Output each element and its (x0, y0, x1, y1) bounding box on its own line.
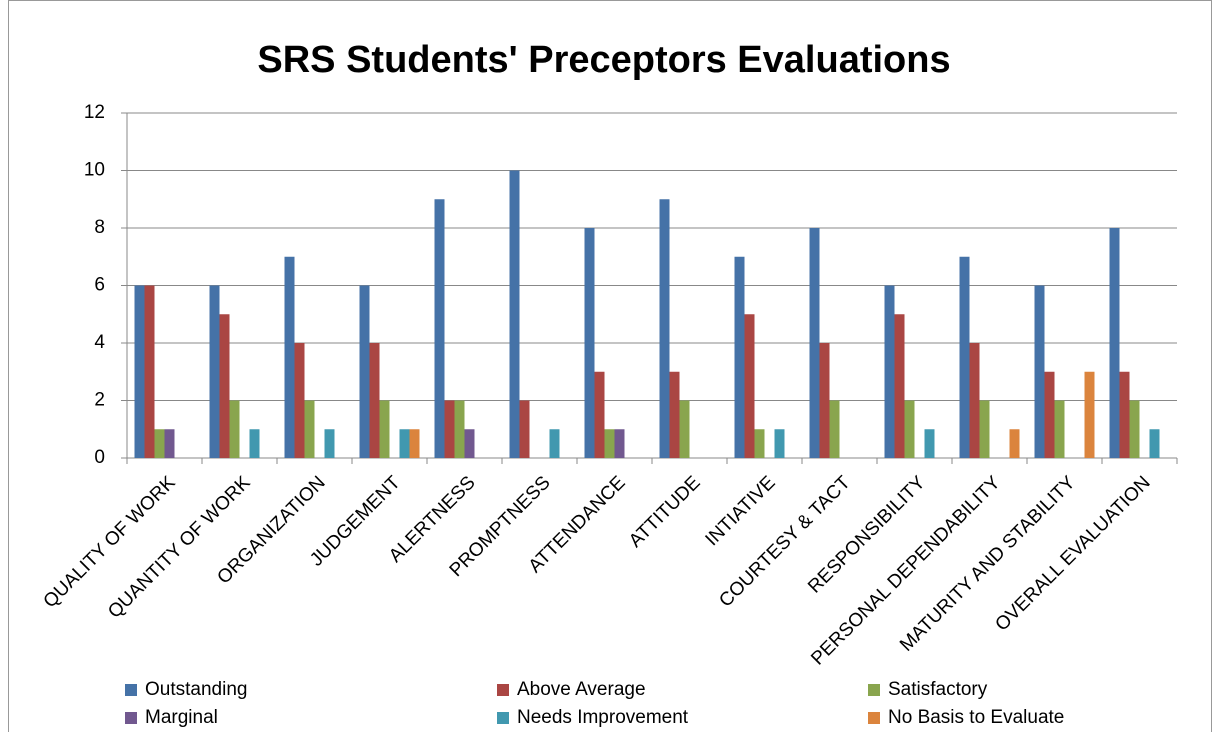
bar (969, 343, 980, 458)
bar (754, 429, 765, 458)
y-tick-label: 2 (94, 390, 105, 411)
bar (1044, 371, 1055, 458)
bar (444, 400, 455, 458)
legend-label: No Basis to Evaluate (888, 707, 1064, 728)
bar (379, 400, 390, 458)
bar (959, 256, 970, 458)
bar (829, 400, 840, 458)
bar (1084, 371, 1095, 458)
bar (359, 285, 370, 458)
bar (144, 285, 155, 458)
bar (669, 371, 680, 458)
bar (519, 400, 530, 458)
bar (229, 400, 240, 458)
legend-swatch (868, 712, 880, 724)
bar (294, 343, 305, 458)
bar (894, 314, 905, 458)
bar (1119, 371, 1130, 458)
legend-swatch (497, 712, 509, 724)
bar (809, 228, 820, 458)
legend-swatch (125, 712, 137, 724)
chart-title: SRS Students' Preceptors Evaluations (257, 39, 950, 81)
bar (284, 256, 295, 458)
bar (209, 285, 220, 458)
bar (409, 429, 420, 458)
bar (434, 199, 445, 458)
bar (464, 429, 475, 458)
legend-label: Above Average (517, 679, 646, 700)
bar (884, 285, 895, 458)
y-tick-label: 8 (94, 217, 105, 238)
bar (1149, 429, 1160, 458)
bar (369, 343, 380, 458)
chart-frame (8, 0, 1212, 732)
bar (594, 371, 605, 458)
legend-label: Needs Improvement (517, 707, 689, 728)
bar (134, 285, 145, 458)
bar (744, 314, 755, 458)
bar (584, 228, 595, 458)
bar (154, 429, 165, 458)
y-tick-label: 10 (84, 160, 105, 181)
bar (304, 400, 315, 458)
legend-swatch (497, 684, 509, 696)
bar (1129, 400, 1140, 458)
bar (659, 199, 670, 458)
legend-label: Outstanding (145, 679, 247, 700)
bar (219, 314, 230, 458)
y-tick-label: 12 (84, 102, 105, 123)
bar (614, 429, 625, 458)
bar (904, 400, 915, 458)
bar (399, 429, 410, 458)
bar (1034, 285, 1045, 458)
bar (454, 400, 465, 458)
bar (924, 429, 935, 458)
bar (819, 343, 830, 458)
bar (1009, 429, 1020, 458)
bar (164, 429, 175, 458)
bar (734, 256, 745, 458)
bar (979, 400, 990, 458)
bar (549, 429, 560, 458)
legend-swatch (125, 684, 137, 696)
y-tick-label: 6 (94, 275, 105, 296)
legend-label: Satisfactory (888, 679, 988, 700)
x-tick-label: INTIATIVE (702, 472, 780, 550)
x-tick-label: QUALITY OF WORK (40, 472, 180, 612)
bar (509, 170, 520, 458)
x-tick-label: QUANTITY OF WORK (104, 472, 255, 623)
y-tick-label: 0 (94, 447, 105, 468)
x-tick-label: OVERALL EVALUATION (991, 472, 1154, 635)
legend-label: Marginal (145, 707, 218, 728)
bar (1054, 400, 1065, 458)
bar (249, 429, 260, 458)
bar (604, 429, 615, 458)
bar (679, 400, 690, 458)
y-tick-label: 4 (94, 332, 105, 353)
bar (324, 429, 335, 458)
bar (774, 429, 785, 458)
bar (1109, 228, 1120, 458)
legend-swatch (868, 684, 880, 696)
x-tick-label: ATTITUDE (625, 472, 705, 552)
x-tick-label: COURTESY & TACT (715, 472, 855, 612)
